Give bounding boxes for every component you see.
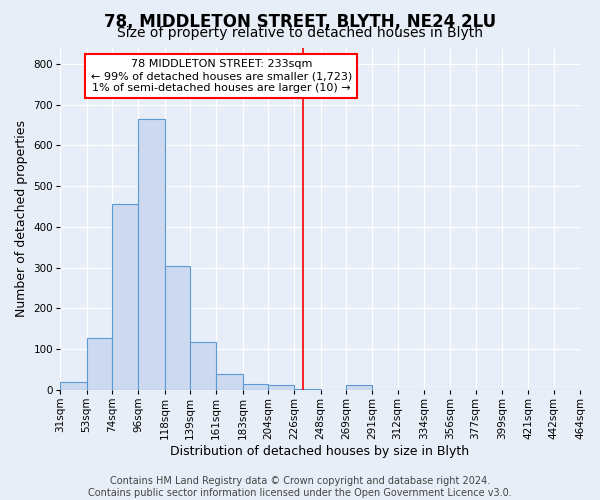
Y-axis label: Number of detached properties: Number of detached properties xyxy=(15,120,28,317)
Bar xyxy=(294,389,320,390)
Bar xyxy=(164,266,190,390)
Bar xyxy=(216,374,242,390)
Bar xyxy=(190,342,216,390)
Bar xyxy=(138,119,164,390)
Bar xyxy=(112,204,138,390)
X-axis label: Distribution of detached houses by size in Blyth: Distribution of detached houses by size … xyxy=(170,444,470,458)
Bar xyxy=(86,338,112,390)
Bar xyxy=(268,386,294,390)
Text: 78, MIDDLETON STREET, BLYTH, NE24 2LU: 78, MIDDLETON STREET, BLYTH, NE24 2LU xyxy=(104,12,496,30)
Bar xyxy=(346,386,372,390)
Bar xyxy=(60,382,86,390)
Text: 78 MIDDLETON STREET: 233sqm
← 99% of detached houses are smaller (1,723)
1% of s: 78 MIDDLETON STREET: 233sqm ← 99% of det… xyxy=(91,60,352,92)
Text: Contains HM Land Registry data © Crown copyright and database right 2024.
Contai: Contains HM Land Registry data © Crown c… xyxy=(88,476,512,498)
Text: Size of property relative to detached houses in Blyth: Size of property relative to detached ho… xyxy=(117,26,483,40)
Bar xyxy=(242,384,268,390)
